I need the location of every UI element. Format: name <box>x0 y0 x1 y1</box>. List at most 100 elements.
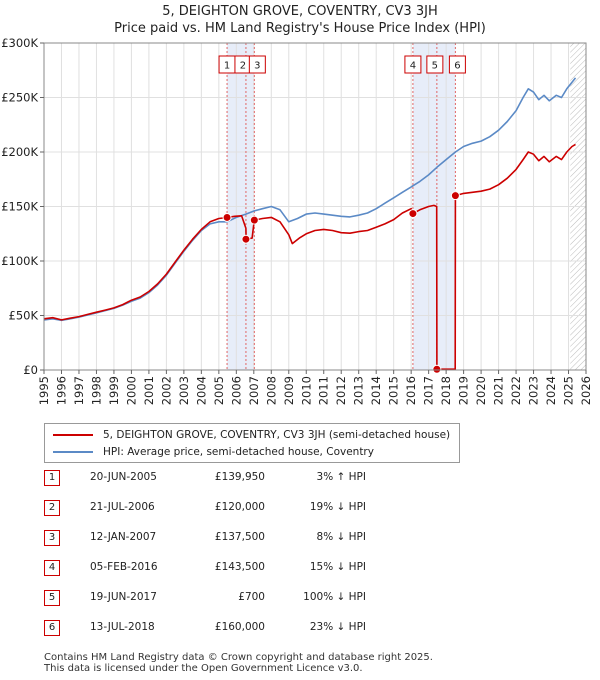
x-tick-label: 2009 <box>282 376 296 405</box>
x-tick-label: 2019 <box>457 376 471 405</box>
sale-number: 1 <box>44 470 60 486</box>
x-tick-label: 2003 <box>177 376 191 405</box>
x-tick-label: 2014 <box>369 376 383 405</box>
sale-number-label: 6 <box>454 61 460 72</box>
sale-row: 4 05-FEB-2016 £143,500 15% ↓ HPI <box>0 560 600 578</box>
series-line-property <box>43 143 576 370</box>
footer-copyright: Contains HM Land Registry data © Crown c… <box>44 652 433 663</box>
sale-number-box <box>448 55 466 74</box>
sale-hpi-change: 15% ↓ HPI <box>309 561 366 573</box>
x-tick-label: 2018 <box>439 376 453 405</box>
x-tick-label: 2005 <box>212 376 226 405</box>
x-tick-label: 2012 <box>334 376 348 405</box>
footer-licence: This data is licensed under the Open Gov… <box>44 663 363 674</box>
sale-number-box <box>248 55 266 74</box>
y-tick-label: £100K <box>1 254 38 268</box>
legend-swatch-property <box>53 434 93 436</box>
x-tick-label: 2004 <box>194 376 208 405</box>
sale-row: 1 20-JUN-2005 £139,950 3% ↑ HPI <box>0 470 600 488</box>
x-tick-label: 2000 <box>124 376 138 405</box>
sale-number: 6 <box>44 620 60 636</box>
sale-date: 21-JUL-2006 <box>90 501 155 513</box>
x-tick-label: 2023 <box>527 376 541 405</box>
x-tick-label: 2017 <box>422 376 436 405</box>
sale-number-label: 1 <box>224 61 230 72</box>
legend-label-property: 5, DEIGHTON GROVE, COVENTRY, CV3 3JH (se… <box>103 429 451 441</box>
legend-item-property: 5, DEIGHTON GROVE, COVENTRY, CV3 3JH (se… <box>53 427 450 443</box>
sale-point <box>249 215 259 225</box>
sale-number: 4 <box>44 560 60 576</box>
x-tick-label: 1995 <box>37 376 51 405</box>
sale-date: 13-JUL-2018 <box>90 621 155 633</box>
x-tick-label: 2020 <box>474 376 488 405</box>
sale-point <box>450 191 460 201</box>
sale-number: 5 <box>44 590 60 606</box>
sale-hpi-change: 100% ↓ HPI <box>303 591 366 603</box>
sale-price: £143,500 <box>214 561 265 573</box>
sale-number-box <box>404 55 422 74</box>
sale-price: £160,000 <box>214 621 265 633</box>
sale-point <box>241 234 251 244</box>
sale-hpi-change: 23% ↓ HPI <box>309 621 366 633</box>
price-chart: 1 2 3 4 5 6 £0 £50K £100K £150K £200K £250K £300K 199… <box>1 36 593 405</box>
sale-date: 12-JAN-2007 <box>90 531 157 543</box>
x-tick-label: 1998 <box>89 376 103 405</box>
sale-number-label: 4 <box>410 61 416 72</box>
y-tick-label: £200K <box>1 145 38 159</box>
x-tick-label: 2025 <box>562 376 576 405</box>
sale-number-box <box>426 55 444 74</box>
x-tick-label: 2022 <box>509 376 523 405</box>
sale-point <box>432 364 442 374</box>
footer: Contains HM Land Registry data © Crown c… <box>44 652 433 674</box>
y-tick-label: £0 <box>23 363 38 377</box>
sale-price: £120,000 <box>214 501 265 513</box>
sale-row: 5 19-JUN-2017 £700 100% ↓ HPI <box>0 590 600 608</box>
legend-swatch-hpi <box>53 451 93 453</box>
sale-hpi-change: 19% ↓ HPI <box>309 501 366 513</box>
chart-title: 5, DEIGHTON GROVE, COVENTRY, CV3 3JH <box>162 4 438 19</box>
x-tick-label: 2015 <box>387 376 401 405</box>
sale-number-label: 5 <box>432 61 438 72</box>
legend-item-hpi: HPI: Average price, semi-detached house,… <box>53 444 374 460</box>
x-tick-label: 2006 <box>229 376 243 405</box>
x-tick-label: 2016 <box>404 376 418 405</box>
sale-row: 2 21-JUL-2006 £120,000 19% ↓ HPI <box>0 500 600 518</box>
sale-row: 6 13-JUL-2018 £160,000 23% ↓ HPI <box>0 620 600 638</box>
x-tick-label: 1996 <box>54 376 68 405</box>
x-tick-label: 2008 <box>264 376 278 405</box>
chart-subtitle: Price paid vs. HM Land Registry's House … <box>114 21 486 36</box>
x-tick-label: 2011 <box>317 376 331 405</box>
y-tick-label: £250K <box>1 91 38 105</box>
sale-number-label: 3 <box>254 61 260 72</box>
sale-hpi-change: 8% ↓ HPI <box>316 531 366 543</box>
legend-label-hpi: HPI: Average price, semi-detached house,… <box>103 446 374 458</box>
x-tick-label: 2024 <box>544 376 558 405</box>
legend: 5, DEIGHTON GROVE, COVENTRY, CV3 3JH (se… <box>44 423 460 463</box>
y-tick-label: £300K <box>1 36 38 50</box>
y-tick-label: £50K <box>9 309 39 323</box>
x-tick-label: 1999 <box>107 376 121 405</box>
x-tick-label: 1997 <box>72 376 86 405</box>
sale-point <box>408 209 418 219</box>
x-tick-label: 2026 <box>579 376 593 405</box>
x-tick-label: 2002 <box>159 376 173 405</box>
x-tick-label: 2001 <box>142 376 156 405</box>
series-line-hpi <box>43 77 577 322</box>
x-tick-label: 2013 <box>352 376 366 405</box>
sale-price: £137,500 <box>214 531 265 543</box>
x-tick-label: 2021 <box>492 376 506 405</box>
sale-hpi-change: 3% ↑ HPI <box>316 471 366 483</box>
sale-date: 05-FEB-2016 <box>90 561 158 573</box>
sale-date: 20-JUN-2005 <box>90 471 157 483</box>
sale-row: 3 12-JAN-2007 £137,500 8% ↓ HPI <box>0 530 600 548</box>
sale-date: 19-JUN-2017 <box>90 591 157 603</box>
sale-price: £139,950 <box>214 471 265 483</box>
x-tick-label: 2007 <box>247 376 261 405</box>
sale-point <box>222 212 232 222</box>
y-tick-label: £150K <box>1 200 38 214</box>
x-tick-label: 2010 <box>299 376 313 405</box>
sale-price: £700 <box>238 591 265 603</box>
sale-number: 2 <box>44 500 60 516</box>
sale-number: 3 <box>44 530 60 546</box>
sale-number-label: 2 <box>240 61 246 72</box>
